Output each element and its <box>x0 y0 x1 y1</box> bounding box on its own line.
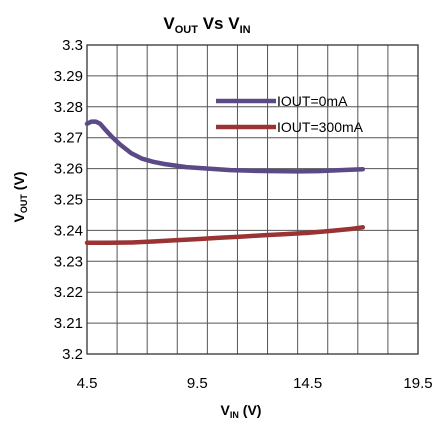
x-tick-label: 14.5 <box>293 375 322 392</box>
y-tick-label: 3.23 <box>54 253 83 270</box>
y-ticks: 3.3 3.29 3.28 3.27 3.26 3.25 3.24 3.23 3.22 3.21 3… <box>54 37 83 363</box>
legend-label: IOUT=300mA <box>277 119 364 135</box>
series-line-2 <box>84 225 366 246</box>
x-tick-label: 9.5 <box>187 375 208 392</box>
x-tick-label: 19.5 <box>403 375 432 392</box>
y-tick-label: 3.2 <box>62 346 83 363</box>
y-tick-label: 3.22 <box>54 284 83 301</box>
legend: IOUT=0mA IOUT=300mA <box>216 93 364 135</box>
y-tick-label: 3.21 <box>54 315 83 332</box>
x-ticks: 4.5 9.5 14.5 19.5 <box>77 375 433 392</box>
legend-label: IOUT=0mA <box>277 93 348 109</box>
y-tick-label: 3.3 <box>62 37 83 54</box>
y-tick-label: 3.29 <box>54 68 83 85</box>
grid <box>87 45 418 354</box>
chart-title: VOUT Vs VIN <box>163 14 250 36</box>
y-tick-label: 3.26 <box>54 161 83 178</box>
y-tick-label: 3.28 <box>54 99 83 116</box>
series <box>84 119 366 246</box>
x-axis-title: VIN (V) <box>221 402 262 420</box>
y-axis-title: VOUT (V) <box>11 172 29 223</box>
series-line-1 <box>84 119 366 174</box>
y-tick-label: 3.27 <box>54 130 83 147</box>
y-tick-label: 3.25 <box>54 192 83 209</box>
x-tick-label: 4.5 <box>77 375 98 392</box>
y-tick-label: 3.24 <box>54 222 83 239</box>
plot-frame <box>86 44 419 355</box>
